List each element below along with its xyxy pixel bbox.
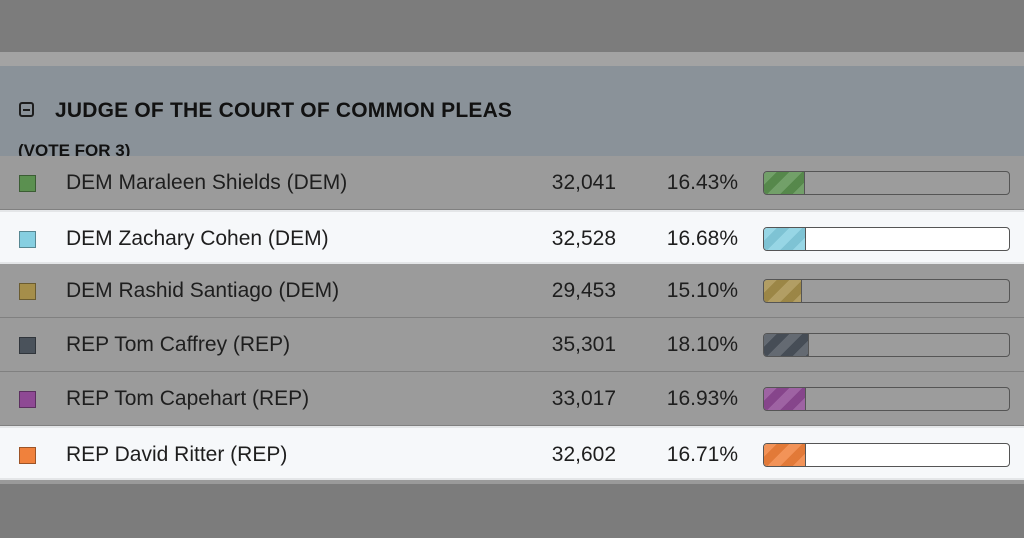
- percent-bar: [763, 443, 1010, 467]
- candidate-percent: 16.93%: [666, 387, 738, 410]
- vote-for-label: (VOTE FOR 3): [18, 141, 131, 160]
- candidate-votes: 33,017: [551, 387, 616, 410]
- percent-bar-fill: [764, 334, 810, 356]
- panel-top-strip: [0, 52, 1024, 66]
- percent-bar: [763, 387, 1010, 411]
- candidate-name: REP Tom Caffrey (REP): [66, 333, 291, 356]
- candidate-percent: 15.10%: [666, 279, 738, 302]
- contest-panel: JUDGE OF THE COURT OF COMMON PLEAS (VOTE…: [0, 52, 1024, 484]
- party-color-swatch: [19, 337, 36, 354]
- contest-header: JUDGE OF THE COURT OF COMMON PLEAS (VOTE…: [0, 66, 1024, 160]
- candidate-name: DEM Rashid Santiago (DEM): [66, 279, 340, 302]
- candidate-name: REP David Ritter (REP): [66, 443, 288, 466]
- party-color-swatch: [19, 391, 36, 408]
- percent-bar-fill: [764, 228, 806, 250]
- candidate-name: DEM Maraleen Shields (DEM): [66, 171, 348, 194]
- candidate-row: REP Tom Capehart (REP) 33,017 16.93%: [0, 372, 1024, 426]
- party-color-swatch: [19, 175, 36, 192]
- percent-bar-fill: [764, 444, 806, 466]
- candidate-percent: 16.68%: [666, 227, 738, 250]
- candidate-row: DEM Zachary Cohen (DEM) 32,528 16.68%: [0, 210, 1024, 264]
- percent-bar-fill: [764, 172, 806, 194]
- candidate-votes: 29,453: [551, 279, 616, 302]
- percent-bar: [763, 333, 1010, 357]
- candidate-percent: 16.71%: [666, 443, 738, 466]
- party-color-swatch: [19, 447, 36, 464]
- contest-title: JUDGE OF THE COURT OF COMMON PLEAS: [55, 99, 513, 122]
- party-color-swatch: [19, 231, 36, 248]
- candidate-percent: 18.10%: [666, 333, 738, 356]
- candidate-votes: 32,602: [551, 443, 616, 466]
- percent-bar: [763, 279, 1010, 303]
- candidate-list: DEM Maraleen Shields (DEM) 32,041 16.43%…: [0, 156, 1024, 480]
- candidate-row: DEM Maraleen Shields (DEM) 32,041 16.43%: [0, 156, 1024, 210]
- percent-bar: [763, 227, 1010, 251]
- candidate-votes: 32,041: [551, 171, 616, 194]
- percent-bar: [763, 171, 1010, 195]
- candidate-votes: 32,528: [551, 227, 616, 250]
- candidate-row: REP David Ritter (REP) 32,602 16.71%: [0, 426, 1024, 480]
- candidate-row: DEM Rashid Santiago (DEM) 29,453 15.10%: [0, 264, 1024, 318]
- candidate-name: DEM Zachary Cohen (DEM): [66, 227, 329, 250]
- candidate-row: REP Tom Caffrey (REP) 35,301 18.10%: [0, 318, 1024, 372]
- candidate-percent: 16.43%: [666, 171, 738, 194]
- candidate-votes: 35,301: [551, 333, 616, 356]
- candidate-name: REP Tom Capehart (REP): [66, 387, 310, 410]
- party-color-swatch: [19, 283, 36, 300]
- percent-bar-fill: [764, 280, 802, 302]
- percent-bar-fill: [764, 388, 807, 410]
- collapse-icon[interactable]: [19, 102, 34, 117]
